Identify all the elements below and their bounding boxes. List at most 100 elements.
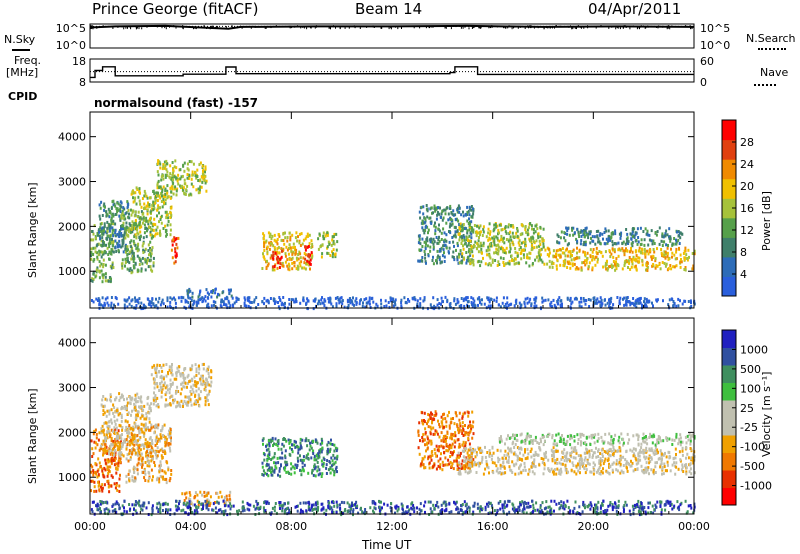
power-panel-echo-cell <box>177 296 180 300</box>
vel-panel-echo-cell <box>132 425 135 429</box>
power-panel-echo-cell <box>135 227 137 231</box>
power-panel-echo-cell <box>683 299 686 303</box>
power-panel-echo-cell <box>158 220 160 224</box>
vel-panel-echo-cell <box>156 439 159 443</box>
power-panel-echo-cell <box>419 297 422 301</box>
vel-panel-echo-cell <box>116 418 119 422</box>
vel-panel-echo-cell <box>150 402 153 406</box>
power-panel-echo-cell <box>127 215 130 219</box>
nsky-sample <box>92 27 94 30</box>
power-panel-echo-cell <box>539 248 542 252</box>
vel-panel-echo-cell <box>140 405 143 409</box>
vel-panel-echo-cell <box>196 381 199 385</box>
vel-panel-echo-cell <box>141 463 144 467</box>
power-panel-echo-cell <box>493 243 496 247</box>
vel-panel-echo-cell <box>427 441 430 445</box>
power-panel-echo-cell <box>479 241 482 245</box>
vel-panel-echo-cell <box>109 398 112 402</box>
vel-panel-echo-cell <box>183 378 186 382</box>
vel-panel-echo-cell <box>182 385 185 389</box>
power-panel-echo-cell <box>438 229 441 233</box>
power-panel-echo-cell <box>419 242 422 246</box>
power-panel-echo-cell <box>102 252 105 256</box>
power-panel-echo-cell <box>326 251 329 255</box>
vel-panel-echo-cell <box>107 420 110 424</box>
power-panel-echo-cell <box>596 257 599 261</box>
power-panel-echo-cell <box>692 264 695 268</box>
vel-panel-echo-cell <box>459 451 462 455</box>
vel-panel-echo-cell <box>115 396 118 400</box>
power-panel-echo-cell <box>152 190 155 193</box>
power-panel-echo-cell <box>155 304 158 308</box>
power-panel-echo-cell <box>165 210 168 214</box>
power-panel-echo-cell <box>637 236 640 239</box>
nsky-sample <box>388 27 390 30</box>
power-panel-echo-cell <box>133 242 136 246</box>
nsky-sample <box>527 25 529 28</box>
power-panel-echo-cell <box>329 300 332 304</box>
vel-panel-echo-cell <box>169 384 172 388</box>
power-panel-echo-cell <box>171 176 174 180</box>
power-panel-echo-cell <box>614 229 617 233</box>
power-panel-echo-cell <box>663 240 666 244</box>
power-panel-echo-cell <box>171 243 174 247</box>
vel-panel-echo-cell <box>155 436 158 440</box>
vel-panel-echo-cell <box>118 392 121 396</box>
power-panel-echo-cell <box>102 263 105 266</box>
power-panel-echo-cell <box>174 305 177 309</box>
nsky-sample <box>636 27 638 30</box>
vel-panel-echo-cell <box>274 464 277 468</box>
power-panel-echo-cell <box>263 234 266 238</box>
vel-panel-echo-cell <box>113 463 116 467</box>
power-panel-echo-cell <box>226 296 229 300</box>
vel-panel-echo-cell <box>156 382 158 385</box>
power-panel-echo-cell <box>438 258 441 261</box>
power-panel-echo-cell <box>437 206 439 210</box>
power-panel-echo-cell <box>458 222 461 226</box>
power-panel-echo-cell <box>479 233 481 237</box>
power-panel-echo-cell <box>138 187 141 191</box>
vel-panel-echo-cell <box>158 389 161 392</box>
vel-panel-echo-cell <box>120 413 123 417</box>
vel-panel-echo-cell <box>300 473 303 477</box>
nsky-sample <box>511 27 513 30</box>
vel-panel-echo-cell <box>419 464 422 468</box>
vel-panel-echo-cell <box>205 383 208 387</box>
power-panel-echo-cell <box>152 302 155 306</box>
power-panel-echo-cell <box>110 218 113 222</box>
power-panel-echo-cell <box>610 235 613 239</box>
power-panel-echo-cell <box>576 239 579 243</box>
vel-panel-echo-cell <box>456 468 459 471</box>
power-panel-echo-cell <box>640 251 643 255</box>
vel-panel-echo-cell <box>152 402 155 406</box>
power-panel-echo-cell <box>108 240 111 244</box>
power-panel-echo-cell <box>200 185 203 189</box>
power-panel-echo-cell <box>112 214 115 218</box>
vel-panel-echo-cell <box>169 403 172 407</box>
nsky-sample <box>123 27 125 30</box>
power-panel-echo-cell <box>292 242 295 246</box>
vel-panel-echo-cell <box>99 446 102 450</box>
power-panel-echo-cell <box>467 239 470 242</box>
power-panel-echo-cell <box>309 267 311 271</box>
power-panel-echo-cell <box>585 259 588 262</box>
vel-panel-echo-cell <box>146 464 149 468</box>
power-panel-echo-cell <box>262 237 265 241</box>
power-panel-ytick-label: 2000 <box>58 220 86 233</box>
vel-panel-echo-cell <box>96 475 99 479</box>
vel-panel-echo-cell <box>125 480 128 484</box>
vel-panel-echo-cell <box>315 458 318 462</box>
power-panel-echo-cell <box>308 255 311 259</box>
power-panel-echo-cell <box>190 299 193 302</box>
vel-panel-echo-cell <box>199 490 202 494</box>
power-panel-echo-cell <box>452 234 455 238</box>
power-panel-echo-cell <box>170 206 172 210</box>
power-panel-echo-cell <box>278 266 281 269</box>
power-panel-echo-cell <box>182 186 185 190</box>
power-panel-echo-cell <box>638 297 641 301</box>
power-panel-echo-cell <box>143 223 146 227</box>
power-panel-echo-cell <box>131 220 134 224</box>
power-panel-echo-cell <box>147 243 150 247</box>
power-panel-echo-cell <box>98 230 101 234</box>
power-panel-echo-cell <box>631 250 634 254</box>
